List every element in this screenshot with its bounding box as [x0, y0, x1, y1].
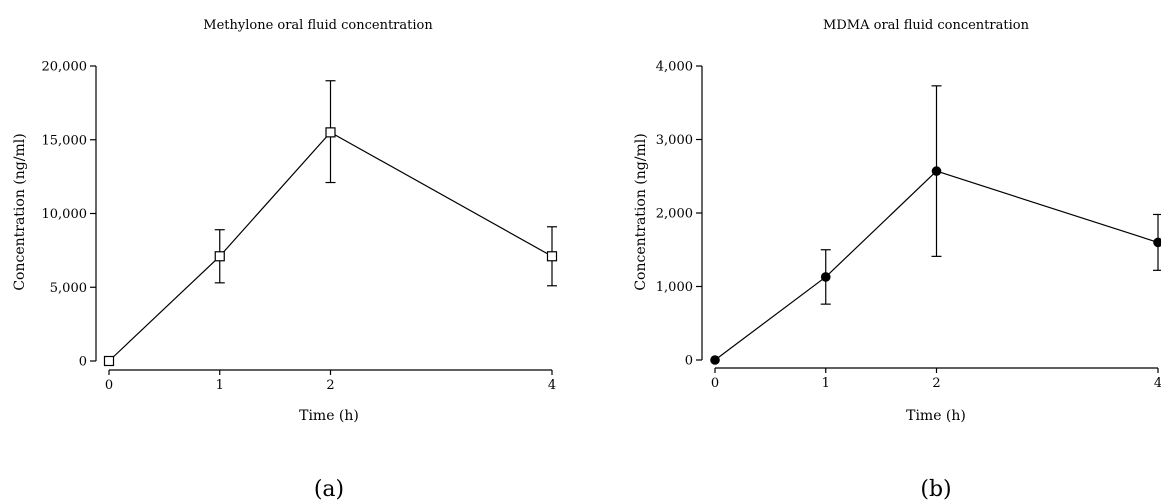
chart-a-ytick-label: 15,000	[42, 133, 88, 148]
chart-b-marks	[710, 85, 1161, 365]
chart-a-xtick-label: 4	[548, 378, 556, 393]
chart-b-xtick-label: 4	[1154, 376, 1161, 391]
chart-a-data-point	[214, 251, 225, 262]
chart-a-xticks: 0 1 2 4	[105, 369, 556, 393]
chart-a-series-line	[108, 131, 553, 362]
chart-a-yticks: 0 5,000 10,000 15,000 20,000	[42, 60, 97, 370]
chart-a-marks	[103, 80, 558, 367]
chart-b-data-point	[710, 355, 720, 365]
chart-b-yticks: 0 1,000 2,000 3,000 4,000	[656, 60, 703, 369]
chart-a-title: Methylone oral fluid concentration	[203, 18, 433, 33]
chart-a-data-point	[325, 127, 336, 138]
chart-b-data-point	[931, 166, 942, 176]
chart-b-data-point	[1153, 237, 1161, 248]
chart-b-xtick-label: 1	[822, 376, 830, 391]
chart-b-panel-label: (b)	[920, 477, 951, 502]
chart-b-ytick-label: 3,000	[656, 133, 693, 148]
chart-b-ylabel: Concentration (ng/ml)	[633, 133, 649, 290]
chart-b-xlabel: Time (h)	[906, 408, 966, 424]
chart-b-xticks: 0 1 2 4	[711, 367, 1161, 391]
chart-b-title: MDMA oral fluid concentration	[823, 18, 1030, 33]
chart-a: Methylone oral fluid concentration Conce…	[12, 18, 558, 502]
chart-b-data-point	[820, 272, 831, 282]
chart-a-xtick-label: 0	[105, 378, 113, 393]
chart-a-xtick-label: 1	[216, 378, 224, 393]
chart-a-ytick-label: 0	[79, 355, 87, 370]
chart-b-ytick-label: 4,000	[656, 60, 693, 75]
chart-b-ytick-label: 0	[685, 354, 693, 369]
chart-b-ytick-label: 1,000	[656, 280, 693, 295]
chart-b-series-line	[714, 170, 1159, 361]
chart-a-data-point	[103, 355, 115, 367]
chart-b-xtick-label: 0	[711, 376, 719, 391]
chart-a-ylabel: Concentration (ng/ml)	[12, 133, 28, 290]
chart-a-ytick-label: 20,000	[42, 60, 88, 75]
chart-a-ytick-label: 10,000	[42, 207, 88, 222]
chart-a-ytick-label: 5,000	[50, 281, 87, 296]
chart-a-xlabel: Time (h)	[299, 408, 359, 424]
chart-b: MDMA oral fluid concentration Concentrat…	[633, 18, 1161, 502]
chart-b-xtick-label: 2	[932, 376, 940, 391]
chart-b-ytick-label: 2,000	[656, 207, 693, 222]
chart-a-xtick-label: 2	[326, 378, 334, 393]
chart-a-data-point	[546, 251, 558, 262]
chart-a-panel-label: (a)	[314, 477, 344, 502]
